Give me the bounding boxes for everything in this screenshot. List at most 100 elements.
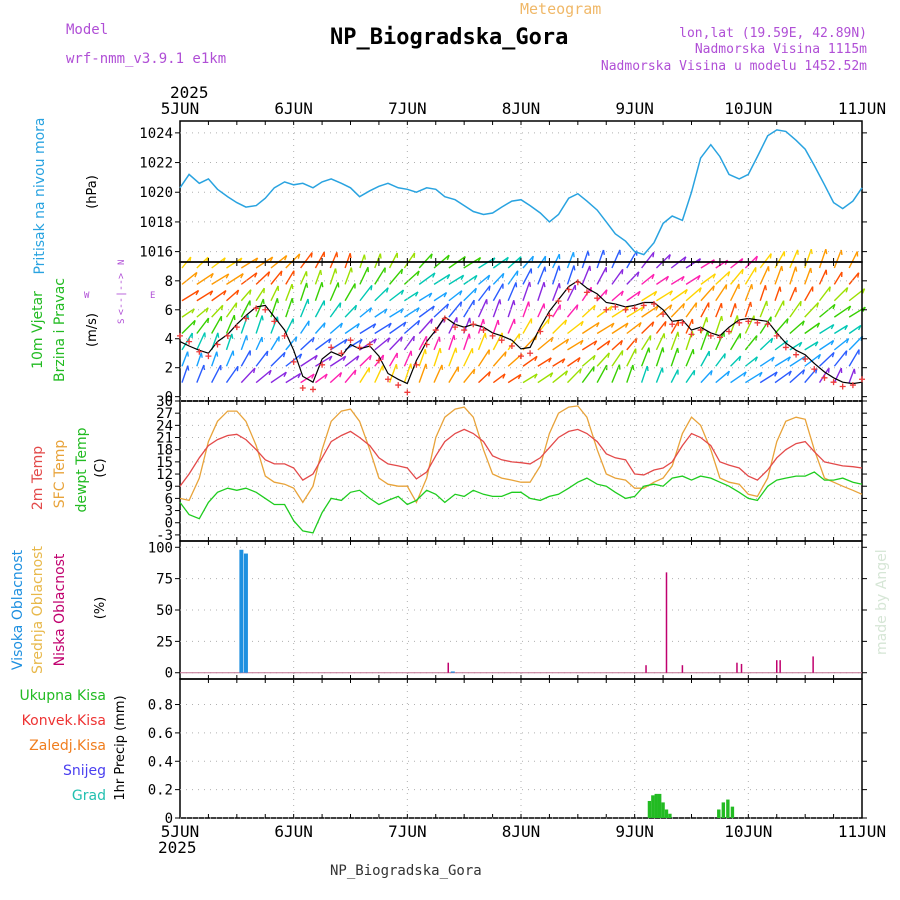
wind-arrow-head [220, 305, 224, 311]
y-tick-label: 0.8 [148, 698, 173, 714]
gust-marker [338, 350, 345, 357]
wind-arrow [670, 275, 685, 285]
precip-bar [664, 809, 669, 818]
wind-arrow [255, 350, 269, 367]
wind-arrow [433, 347, 441, 367]
wind-arrow-head [354, 369, 357, 375]
y-tick-label: 0.4 [148, 754, 173, 770]
wind-arrow [611, 268, 624, 285]
wind-arrow-head [621, 269, 624, 275]
wind-arrow-head [205, 307, 209, 313]
wind-arrow-head [414, 291, 419, 297]
wind-arrow-head [223, 290, 227, 296]
wind-arrow [270, 285, 279, 302]
wind-arrow [833, 337, 849, 351]
wind-arrow [715, 370, 730, 384]
wind-arrow-head [664, 321, 667, 327]
wind-label-1: 10m Vjetar [30, 291, 46, 369]
wind-arrow-head [652, 252, 655, 258]
wind-arrow [552, 370, 568, 384]
wind-label-2: Brzina i Pravac [52, 278, 68, 382]
wind-arrow-head [784, 340, 789, 346]
wind-arrow-head [677, 331, 680, 337]
wind-arrow-head [518, 256, 522, 262]
wind-arrow-head [624, 322, 629, 328]
precip-label-conv: Konvek.Kisa [22, 713, 106, 729]
wind-arrow-head [446, 254, 450, 261]
wind-arrow [389, 321, 407, 335]
wind-arrow [433, 364, 443, 383]
wind-arrow-head [439, 348, 442, 354]
wind-arrow [744, 266, 757, 285]
wind-arrow [715, 302, 723, 318]
wind-arrow [551, 283, 561, 302]
wind-arrow [537, 282, 545, 301]
wind-arrow [285, 336, 298, 351]
low-cloud-bar [812, 656, 814, 673]
wind-arrow [774, 265, 783, 285]
wind-arrow [537, 357, 552, 367]
wind-arrow-head [648, 347, 651, 353]
wind-arrow-head [592, 355, 596, 361]
wind-arrow [641, 251, 655, 269]
wind-arrow-head [339, 322, 343, 329]
gust-marker [688, 331, 695, 338]
wind-arrow [285, 372, 301, 384]
wind-arrow-head [482, 318, 485, 325]
compass-n: N [117, 260, 127, 265]
wind-arrow [329, 268, 337, 285]
wind-arrow [285, 253, 301, 269]
gust-marker [640, 302, 647, 309]
wind-arrow [314, 322, 326, 334]
wind-arrow [581, 265, 591, 285]
wind-arrow-head [518, 333, 521, 339]
wind-arrow [552, 253, 560, 269]
wind-arrow [670, 347, 679, 367]
wind-arrow [819, 339, 834, 351]
wind-arrow-head [755, 335, 758, 341]
precip-panel-label: Ukupna Kisa Konvek.Kisa Zaledj.Kisa Snij… [19, 688, 128, 804]
wind-arrow [285, 318, 294, 334]
wind-arrow [804, 267, 812, 285]
wind-arrow [670, 331, 679, 351]
wind-arrow-head [195, 290, 200, 296]
wind-arrow-head [528, 281, 532, 287]
wind-arrow-head [861, 288, 866, 294]
wind-arrow-head [548, 357, 552, 363]
wind-arrow [818, 248, 827, 269]
wind-arrow [833, 249, 842, 269]
wind-arrow [181, 271, 198, 285]
wind-arrow-head [705, 317, 709, 323]
wind-arrow-head [459, 301, 463, 307]
wind-arrow-head [683, 256, 687, 262]
x-day-label-top: 6JUN [274, 99, 313, 118]
wind-arrow-head [319, 269, 323, 276]
wind-arrow-head [504, 351, 507, 357]
wind-arrow-head [314, 355, 318, 361]
wind-arrow [700, 330, 709, 351]
wind-arrow [492, 351, 507, 367]
wind-arrow-head [589, 265, 592, 271]
wind-arrow-head [460, 274, 465, 280]
wind-arrow-head [424, 349, 427, 355]
wind-arrow [774, 300, 785, 318]
gust-marker [574, 279, 581, 286]
wind-arrow [700, 302, 710, 318]
wind-arrow-head [516, 270, 519, 276]
wind-arrow-head [661, 367, 664, 373]
wind-arrow [611, 249, 621, 269]
wind-arrow-head [428, 292, 433, 298]
wind-arrow [374, 365, 384, 383]
wind-arrow-head [579, 368, 582, 374]
wind-arrow [581, 321, 600, 335]
wind-arrow [463, 287, 477, 302]
wind-arrow [759, 337, 774, 351]
pressure-frame [179, 120, 863, 263]
y-tick-label: 75 [156, 572, 173, 588]
wind-arrow-head [446, 303, 449, 309]
wind-arrow [329, 302, 342, 318]
wind-arrow-head [840, 249, 843, 256]
wind-arrow [329, 371, 342, 384]
wind-arrow [359, 323, 376, 335]
wind-arrow [833, 305, 851, 318]
